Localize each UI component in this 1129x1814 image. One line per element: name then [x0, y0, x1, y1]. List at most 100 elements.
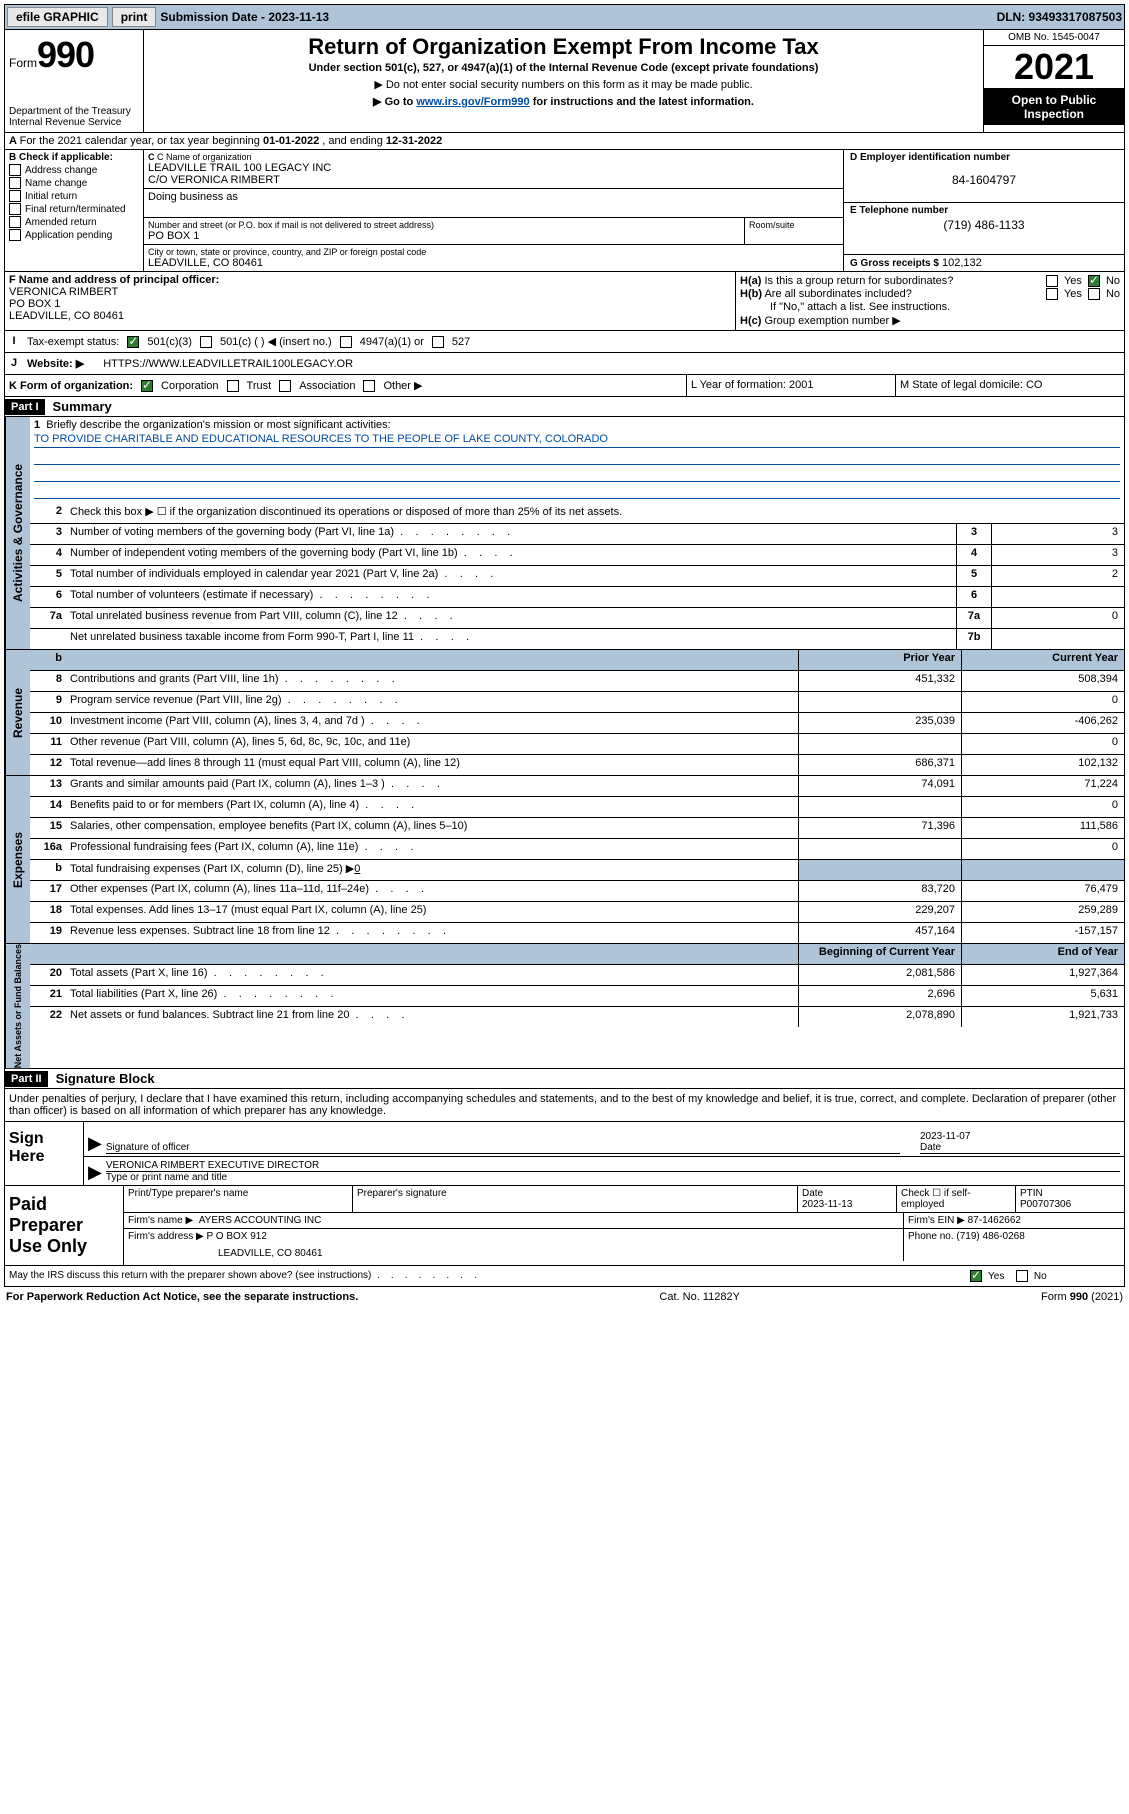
- chk-501c[interactable]: [200, 336, 212, 348]
- chk-501c3[interactable]: [127, 336, 139, 348]
- firm-addr1: P O BOX 912: [207, 1231, 267, 1242]
- c22: 1,921,733: [961, 1007, 1124, 1027]
- c15: 111,586: [961, 818, 1124, 838]
- chk-address-change[interactable]: [9, 164, 21, 176]
- state-domicile: M State of legal domicile: CO: [895, 375, 1124, 396]
- room-suite: Room/suite: [745, 218, 843, 244]
- gross-receipts-label: G Gross receipts $: [850, 258, 939, 269]
- form-number: 990: [37, 34, 94, 76]
- sig-date-value: 2023-11-07: [920, 1131, 1120, 1142]
- chk-final-return[interactable]: [9, 203, 21, 215]
- year-formation: L Year of formation: 2001: [686, 375, 895, 396]
- v4: 3: [991, 545, 1124, 565]
- org-name-2: C/O VERONICA RIMBERT: [148, 174, 839, 186]
- mission-text: TO PROVIDE CHARITABLE AND EDUCATIONAL RE…: [34, 433, 1120, 448]
- form-title: Return of Organization Exempt From Incom…: [152, 34, 975, 60]
- perjury-text: Under penalties of perjury, I declare th…: [5, 1089, 1124, 1121]
- chk-corp[interactable]: [141, 380, 153, 392]
- c10: -406,262: [961, 713, 1124, 733]
- hb-yes[interactable]: [1046, 288, 1058, 300]
- c11: 0: [961, 734, 1124, 754]
- page-footer: For Paperwork Reduction Act Notice, see …: [4, 1287, 1125, 1307]
- p8: 451,332: [798, 671, 961, 691]
- dept-label: Department of the Treasury: [9, 106, 139, 117]
- ha-no[interactable]: [1088, 275, 1100, 287]
- ptin-value: P00707306: [1020, 1199, 1071, 1210]
- print-button[interactable]: print: [112, 7, 157, 27]
- c13: 71,224: [961, 776, 1124, 796]
- net-assets-section: Net Assets or Fund Balances Beginning of…: [4, 944, 1125, 1069]
- top-toolbar: efile GRAPHIC print Submission Date - 20…: [4, 4, 1125, 30]
- footer-mid: Cat. No. 11282Y: [659, 1291, 740, 1303]
- efile-button[interactable]: efile GRAPHIC: [7, 7, 108, 27]
- c17: 76,479: [961, 881, 1124, 901]
- footer-left: For Paperwork Reduction Act Notice, see …: [6, 1291, 358, 1303]
- note-goto: ▶ Go to www.irs.gov/Form990 for instruct…: [152, 95, 975, 108]
- c12: 102,132: [961, 755, 1124, 775]
- submission-date-label: Submission Date - 2023-11-13: [160, 10, 329, 24]
- chk-app-pending[interactable]: [9, 229, 21, 241]
- p22: 2,078,890: [798, 1007, 961, 1027]
- side-netassets: Net Assets or Fund Balances: [5, 944, 30, 1068]
- hb-no[interactable]: [1088, 288, 1100, 300]
- side-activities: Activities & Governance: [5, 417, 30, 649]
- paid-preparer-label: Paid Preparer Use Only: [5, 1186, 124, 1265]
- c9: 0: [961, 692, 1124, 712]
- org-name-label: C C Name of organization: [148, 152, 839, 162]
- chk-4947[interactable]: [340, 336, 352, 348]
- v5: 2: [991, 566, 1124, 586]
- phone-label: E Telephone number: [850, 205, 1118, 216]
- firm-phone: (719) 486-0268: [956, 1231, 1024, 1242]
- discuss-yes[interactable]: [970, 1270, 982, 1282]
- chk-assoc[interactable]: [279, 380, 291, 392]
- phone-value: (719) 486-1133: [850, 218, 1118, 232]
- chk-527[interactable]: [432, 336, 444, 348]
- chk-other[interactable]: [363, 380, 375, 392]
- ha-yes[interactable]: [1046, 275, 1058, 287]
- p10: 235,039: [798, 713, 961, 733]
- form-subtitle: Under section 501(c), 527, or 4947(a)(1)…: [152, 62, 975, 74]
- part1-header: Part I Summary: [4, 397, 1125, 417]
- officer-label: F Name and address of principal officer:: [9, 274, 219, 286]
- city-label: City or town, state or province, country…: [148, 247, 839, 257]
- note-ssn: ▶ Do not enter social security numbers o…: [152, 78, 975, 91]
- irs-link[interactable]: www.irs.gov/Form990: [416, 96, 529, 108]
- gross-receipts-value: 102,132: [942, 257, 982, 269]
- website-value: HTTPS://WWW.LEADVILLETRAIL100LEGACY.OR: [103, 358, 353, 370]
- irs-label: Internal Revenue Service: [9, 117, 139, 128]
- sign-here-label: Sign Here: [5, 1122, 84, 1185]
- discuss-no[interactable]: [1016, 1270, 1028, 1282]
- addr-label: Number and street (or P.O. box if mail i…: [148, 220, 740, 230]
- row-i: I Tax-exempt status: 501(c)(3) 501(c) ( …: [4, 331, 1125, 353]
- p15: 71,396: [798, 818, 961, 838]
- row-j: J Website: ▶ HTTPS://WWW.LEADVILLETRAIL1…: [4, 353, 1125, 375]
- row-fh: F Name and address of principal officer:…: [4, 272, 1125, 331]
- revenue-section: Revenue bPrior YearCurrent Year 8Contrib…: [4, 650, 1125, 776]
- ein-label: D Employer identification number: [850, 152, 1118, 163]
- p13: 74,091: [798, 776, 961, 796]
- p21: 2,696: [798, 986, 961, 1006]
- form-label: Form: [9, 56, 37, 70]
- firm-ein: 87-1462662: [968, 1215, 1021, 1226]
- inspect-line1: Open to Public: [988, 93, 1120, 107]
- chk-name-change[interactable]: [9, 177, 21, 189]
- org-name-1: LEADVILLE TRAIL 100 LEGACY INC: [148, 162, 839, 174]
- chk-trust[interactable]: [227, 380, 239, 392]
- col-b-checkboxes: B Check if applicable: Address change Na…: [5, 150, 144, 271]
- p18: 229,207: [798, 902, 961, 922]
- side-revenue: Revenue: [5, 650, 30, 775]
- ein-value: 84-1604797: [850, 173, 1118, 187]
- c21: 5,631: [961, 986, 1124, 1006]
- footer-right: Form 990 (2021): [1041, 1291, 1123, 1303]
- dba-label: Doing business as: [148, 191, 839, 203]
- firm-addr2: LEADVILLE, CO 80461: [128, 1248, 899, 1259]
- v6: [991, 587, 1124, 607]
- inspect-line2: Inspection: [988, 107, 1120, 121]
- c19: -157,157: [961, 923, 1124, 943]
- sig-name-value: VERONICA RIMBERT EXECUTIVE DIRECTOR: [106, 1160, 1120, 1171]
- chk-amended[interactable]: [9, 216, 21, 228]
- p17: 83,720: [798, 881, 961, 901]
- firm-name: AYERS ACCOUNTING INC: [199, 1215, 322, 1226]
- chk-initial-return[interactable]: [9, 190, 21, 202]
- row-a-tax-year: A For the 2021 calendar year, or tax yea…: [4, 133, 1125, 150]
